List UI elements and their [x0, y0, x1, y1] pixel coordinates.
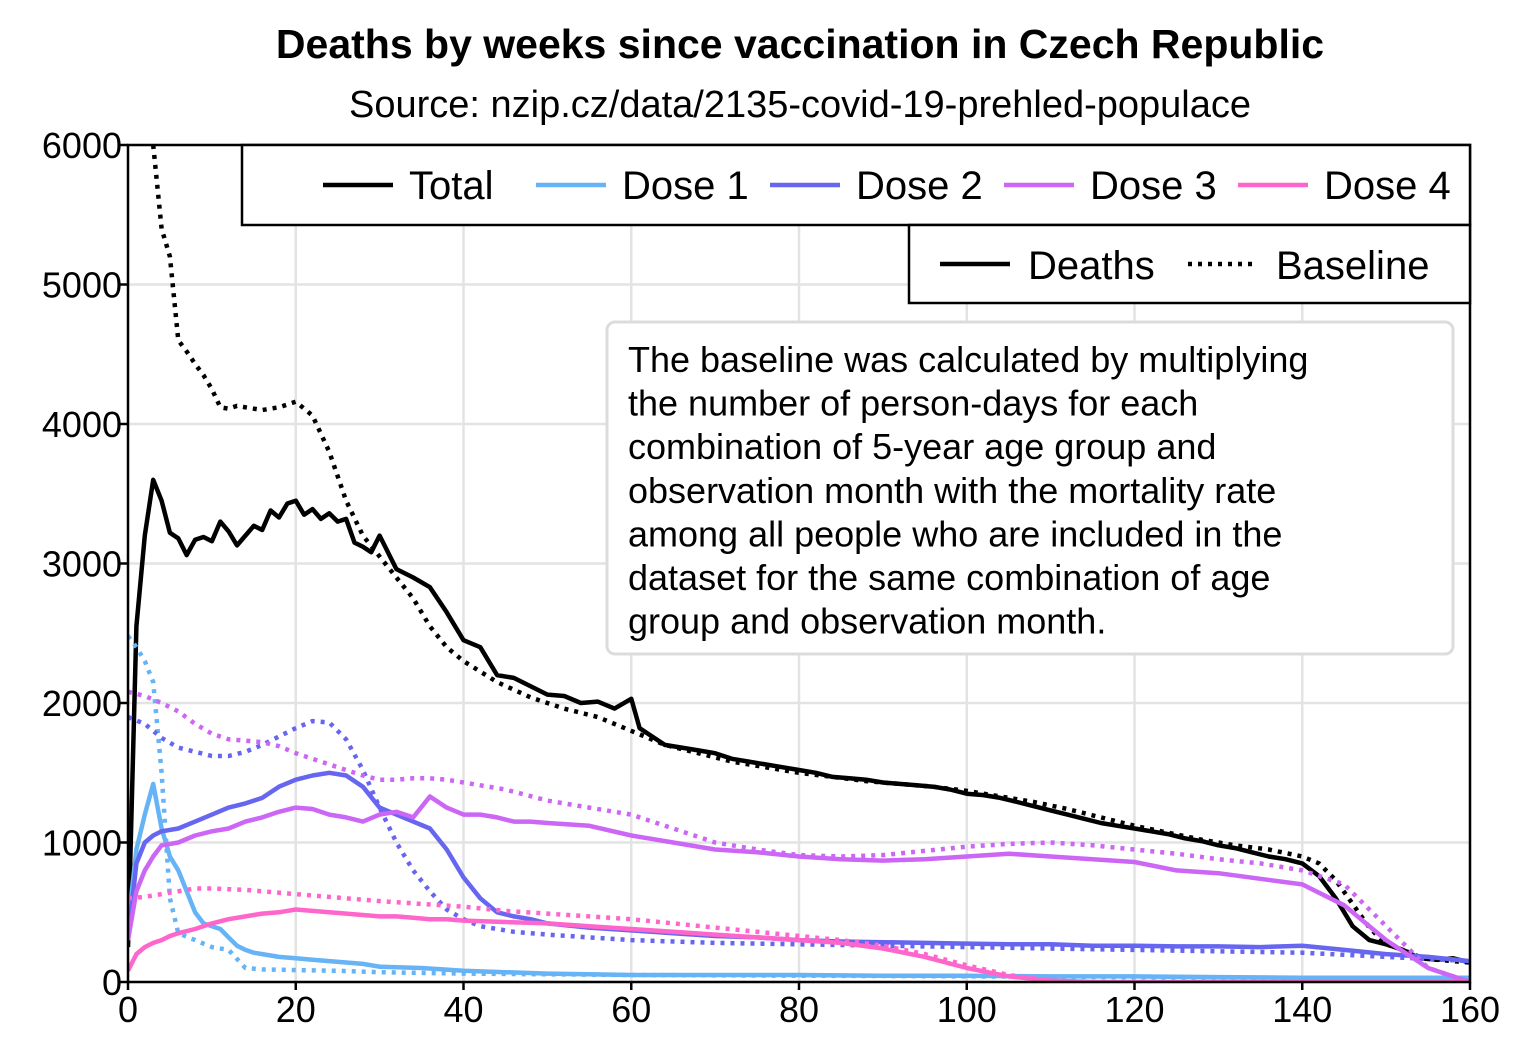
series-dose-3-deaths	[128, 794, 1470, 982]
y-tick-label: 4000	[42, 404, 122, 445]
x-axis-ticks: 0 20 40 60 80 100 120 140 160	[118, 982, 1500, 1030]
y-tick-label: 5000	[42, 265, 122, 306]
legend-style-label-deaths: Deaths	[1028, 244, 1155, 288]
annotation-line: among all people who are included in the	[628, 513, 1282, 554]
legend-label-dose-4: Dose 4	[1324, 164, 1451, 208]
legend-label-dose-1: Dose 1	[622, 164, 749, 208]
annotation-line: observation month with the mortality rat…	[628, 470, 1276, 511]
series-total-baseline	[150, 145, 1470, 965]
y-tick-label: 1000	[42, 823, 122, 864]
series-dose-4-baseline	[128, 886, 1470, 982]
series-dose-3-baseline	[128, 689, 1470, 982]
x-tick-label: 100	[937, 989, 997, 1030]
x-tick-label: 20	[276, 989, 316, 1030]
x-tick-label: 0	[118, 989, 138, 1030]
y-tick-label: 3000	[42, 544, 122, 585]
y-axis-ticks: 0 1000 2000 3000 4000 5000 6000	[42, 125, 128, 1003]
x-tick-label: 140	[1272, 989, 1332, 1030]
legend-style-label-baseline: Baseline	[1276, 244, 1429, 288]
x-tick-label: 80	[779, 989, 819, 1030]
annotation-line: dataset for the same combination of age	[628, 557, 1270, 598]
chart-title: Deaths by weeks since vaccination in Cze…	[276, 21, 1324, 67]
annotation-line: group and observation month.	[628, 601, 1106, 642]
x-tick-label: 40	[443, 989, 483, 1030]
series-dose-2-baseline	[128, 714, 1470, 964]
y-tick-label: 0	[102, 962, 122, 1003]
x-tick-label: 120	[1104, 989, 1164, 1030]
x-tick-label: 60	[611, 989, 651, 1030]
legend-label-dose-2: Dose 2	[856, 164, 983, 208]
legend-label-dose-3: Dose 3	[1090, 164, 1217, 208]
legend-series: Total Dose 1 Dose 2 Dose 3 Dose 4	[240, 143, 1472, 227]
chart-subtitle: Source: nzip.cz/data/2135-covid-19-prehl…	[349, 84, 1251, 126]
series-dose-2-deaths	[128, 770, 1470, 964]
series-group	[128, 145, 1470, 982]
legend-label-total: Total	[409, 164, 494, 208]
y-tick-label: 2000	[42, 683, 122, 724]
annotation-line: combination of 5-year age group and	[628, 426, 1216, 467]
annotation-line: the number of person-days for each	[628, 383, 1198, 424]
x-tick-label: 160	[1440, 989, 1500, 1030]
y-tick-label: 6000	[42, 125, 122, 166]
series-dose-1-baseline	[128, 634, 1470, 981]
annotation-box: The baseline was calculated by multiplyi…	[605, 320, 1455, 656]
annotation-line: The baseline was calculated by multiplyi…	[628, 339, 1308, 380]
annotation-background	[605, 320, 1455, 656]
legend-line-styles: Deaths Baseline	[907, 223, 1472, 305]
